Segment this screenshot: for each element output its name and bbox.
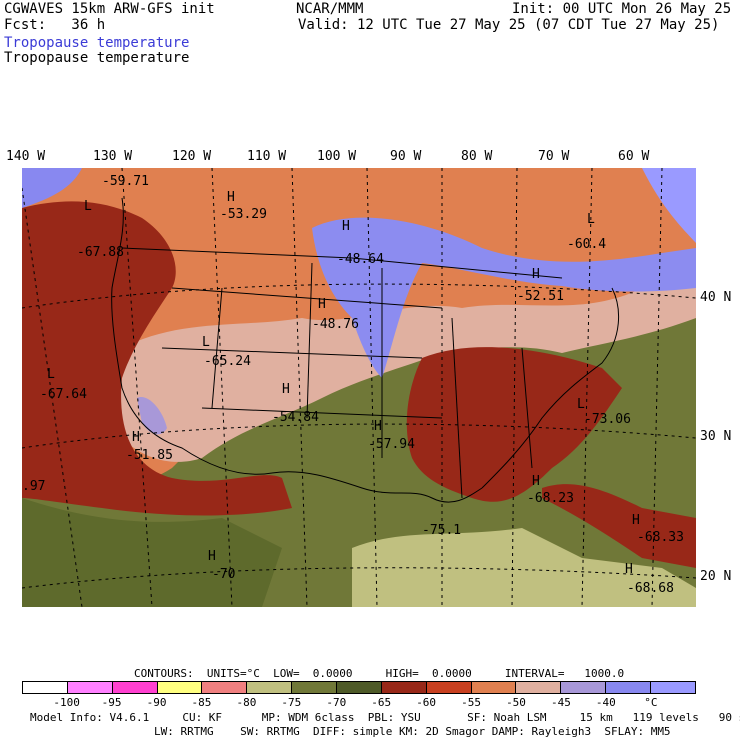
extremum-value: -75.1	[422, 523, 461, 538]
pressure-center-symbol: H	[318, 297, 326, 312]
color-scale-label: -75	[281, 696, 302, 709]
color-swatch	[202, 682, 248, 693]
extremum-value: -48.76	[312, 317, 359, 332]
extremum-value: -65.24	[204, 354, 251, 369]
color-scale-label: -40	[595, 696, 616, 709]
lat-label: 40 N	[700, 290, 732, 305]
color-scale-label: -45	[551, 696, 571, 709]
lon-label: 90 W	[390, 149, 422, 164]
extremum-value: -51.85	[126, 448, 173, 463]
lon-label: 100 W	[317, 149, 357, 164]
extremum-value: -59.71	[102, 174, 149, 189]
color-swatch	[292, 682, 338, 693]
pressure-center-symbol: H	[625, 562, 633, 577]
pressure-center-symbol: L	[577, 397, 585, 412]
color-swatch	[67, 682, 113, 693]
color-swatch	[157, 682, 203, 693]
extremum-value: -52.51	[517, 289, 564, 304]
pressure-center-symbol: L	[202, 335, 210, 350]
color-swatch	[337, 682, 382, 693]
pressure-center-symbol: H	[342, 219, 350, 234]
extremum-value: -70	[212, 567, 235, 582]
tropopause-temperature-map: -59.71 H -53.29 L -67.88 H -48.64 L -60.4 H -52.51…	[22, 168, 696, 607]
extremum-value: -57.94	[368, 437, 415, 452]
lon-label: 60 W	[618, 149, 650, 164]
pressure-center-symbol: H	[132, 430, 140, 445]
pressure-center-symbol: H	[208, 549, 216, 564]
color-swatch	[516, 682, 562, 693]
color-scale-label: -90	[146, 696, 167, 709]
color-scale-label: °C	[644, 696, 658, 709]
lon-label: 130 W	[93, 149, 133, 164]
color-scale-label: -95	[101, 696, 122, 709]
lat-label: 30 N	[700, 429, 732, 444]
valid-time: Valid: 12 UTC Tue 27 May 25 (07 CDT Tue …	[298, 17, 720, 33]
pressure-center-symbol: H	[632, 513, 640, 528]
color-scale-label: -85	[191, 696, 212, 709]
extremum-value: -53.29	[220, 207, 267, 222]
extremum-value: .97	[22, 479, 45, 494]
color-scale-label: -50	[506, 696, 526, 709]
contours-info: CONTOURS: UNITS=°C LOW= 0.0000 HIGH= 0.0…	[134, 667, 625, 680]
model-title: CGWAVES 15km ARW-GFS init	[4, 1, 215, 17]
extremum-value: -60.4	[567, 237, 606, 252]
extremum-value: -54.84	[272, 410, 319, 425]
color-swatch	[471, 682, 517, 693]
pressure-center-symbol: L	[47, 367, 55, 382]
color-scale	[22, 681, 696, 694]
lon-label: 80 W	[461, 149, 493, 164]
extremum-value: -68.33	[637, 530, 684, 545]
color-swatch	[561, 682, 607, 693]
lon-label: 120 W	[172, 149, 212, 164]
extremum-value: -68.68	[627, 581, 674, 596]
physics-info: LW: RRTMG SW: RRTMG DIFF: simple KM: 2D …	[154, 725, 671, 738]
color-swatch	[381, 682, 427, 693]
lon-label: 70 W	[538, 149, 570, 164]
pressure-center-symbol: H	[227, 190, 235, 205]
color-swatch	[606, 682, 652, 693]
center-label: NCAR/MMM	[296, 1, 364, 17]
color-swatch	[651, 682, 695, 693]
field-title-primary: Tropopause temperature	[4, 35, 190, 51]
pressure-center-symbol: L	[84, 199, 92, 214]
color-scale-label: -100	[53, 696, 80, 709]
color-swatch	[247, 682, 293, 693]
color-scale-label: -65	[371, 696, 392, 709]
pressure-center-symbol: H	[532, 474, 540, 489]
forecast-hour: Fcst: 36 h	[4, 17, 106, 33]
pressure-center-symbol: H	[374, 419, 382, 434]
color-scale-label: -80	[236, 696, 257, 709]
color-scale-label: -60	[416, 696, 437, 709]
lat-label: 20 N	[700, 569, 732, 584]
extremum-value: -68.23	[527, 491, 574, 506]
extremum-value: -67.64	[40, 387, 87, 402]
extremum-value: -67.88	[77, 245, 124, 260]
init-time: Init: 00 UTC Mon 26 May 25	[512, 1, 732, 17]
pressure-center-symbol: H	[532, 267, 540, 282]
color-scale-label: -70	[326, 696, 347, 709]
pressure-center-symbol: H	[282, 382, 290, 397]
color-swatch	[426, 682, 472, 693]
model-info: Model Info: V4.6.1 CU: KF MP: WDM 6class…	[30, 711, 740, 724]
extremum-value: -48.64	[337, 252, 384, 267]
graticule	[22, 168, 696, 607]
lon-label: 110 W	[247, 149, 287, 164]
extremum-value: -73.06	[584, 412, 631, 427]
color-swatch	[23, 682, 68, 693]
pressure-center-symbol: L	[587, 212, 595, 227]
boundaries	[111, 197, 620, 503]
lon-label: 140 W	[6, 149, 46, 164]
color-scale-label: -55	[461, 696, 481, 709]
field-title-secondary: Tropopause temperature	[4, 50, 190, 66]
color-swatch	[112, 682, 158, 693]
